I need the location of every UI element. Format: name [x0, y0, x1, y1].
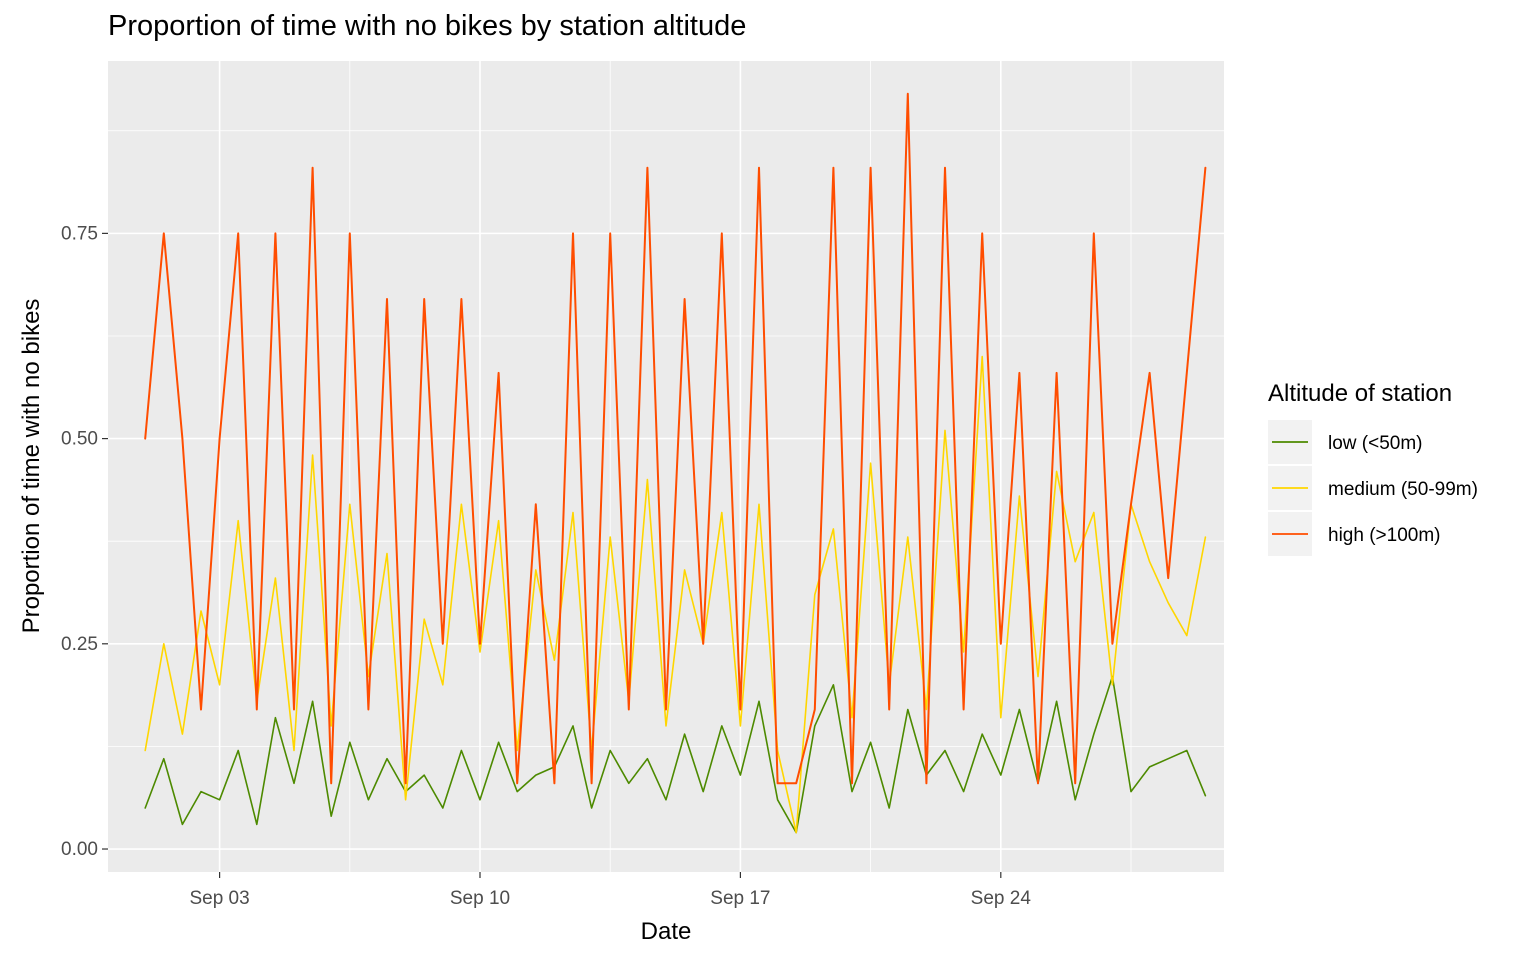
series-line-low: [144, 675, 1207, 834]
x-tick-label: Sep 24: [971, 888, 1032, 909]
legend-label-high: high (>100m): [1328, 525, 1440, 546]
legend-label-medium: medium (50-99m): [1328, 479, 1478, 500]
x-tick-label: Sep 17: [710, 888, 770, 909]
y-tick-label: 0.50: [61, 429, 98, 450]
legend-title: Altitude of station: [1268, 380, 1452, 407]
x-axis-title: Date: [641, 918, 692, 945]
x-tick-label: Sep 10: [450, 888, 510, 909]
y-tick-label: 0.00: [61, 839, 98, 860]
y-axis: 0.00 0.25 0.50 0.75: [61, 223, 108, 860]
chart-title: Proportion of time with no bikes by stat…: [108, 10, 747, 42]
legend: Altitude of station low (<50m) medium (50…: [1268, 380, 1478, 556]
grid-major-lines: [108, 61, 1224, 872]
series-line-high: [144, 92, 1207, 785]
y-tick-label: 0.25: [61, 634, 98, 655]
y-tick-label: 0.75: [61, 223, 98, 244]
series-layer: [144, 92, 1207, 834]
legend-label-low: low (<50m): [1328, 433, 1423, 454]
plot-panel: [108, 61, 1224, 872]
y-axis-title: Proportion of time with no bikes: [18, 299, 45, 634]
x-tick-label: Sep 03: [189, 888, 249, 909]
x-axis: Sep 03 Sep 10 Sep 17 Sep 24: [189, 872, 1031, 909]
